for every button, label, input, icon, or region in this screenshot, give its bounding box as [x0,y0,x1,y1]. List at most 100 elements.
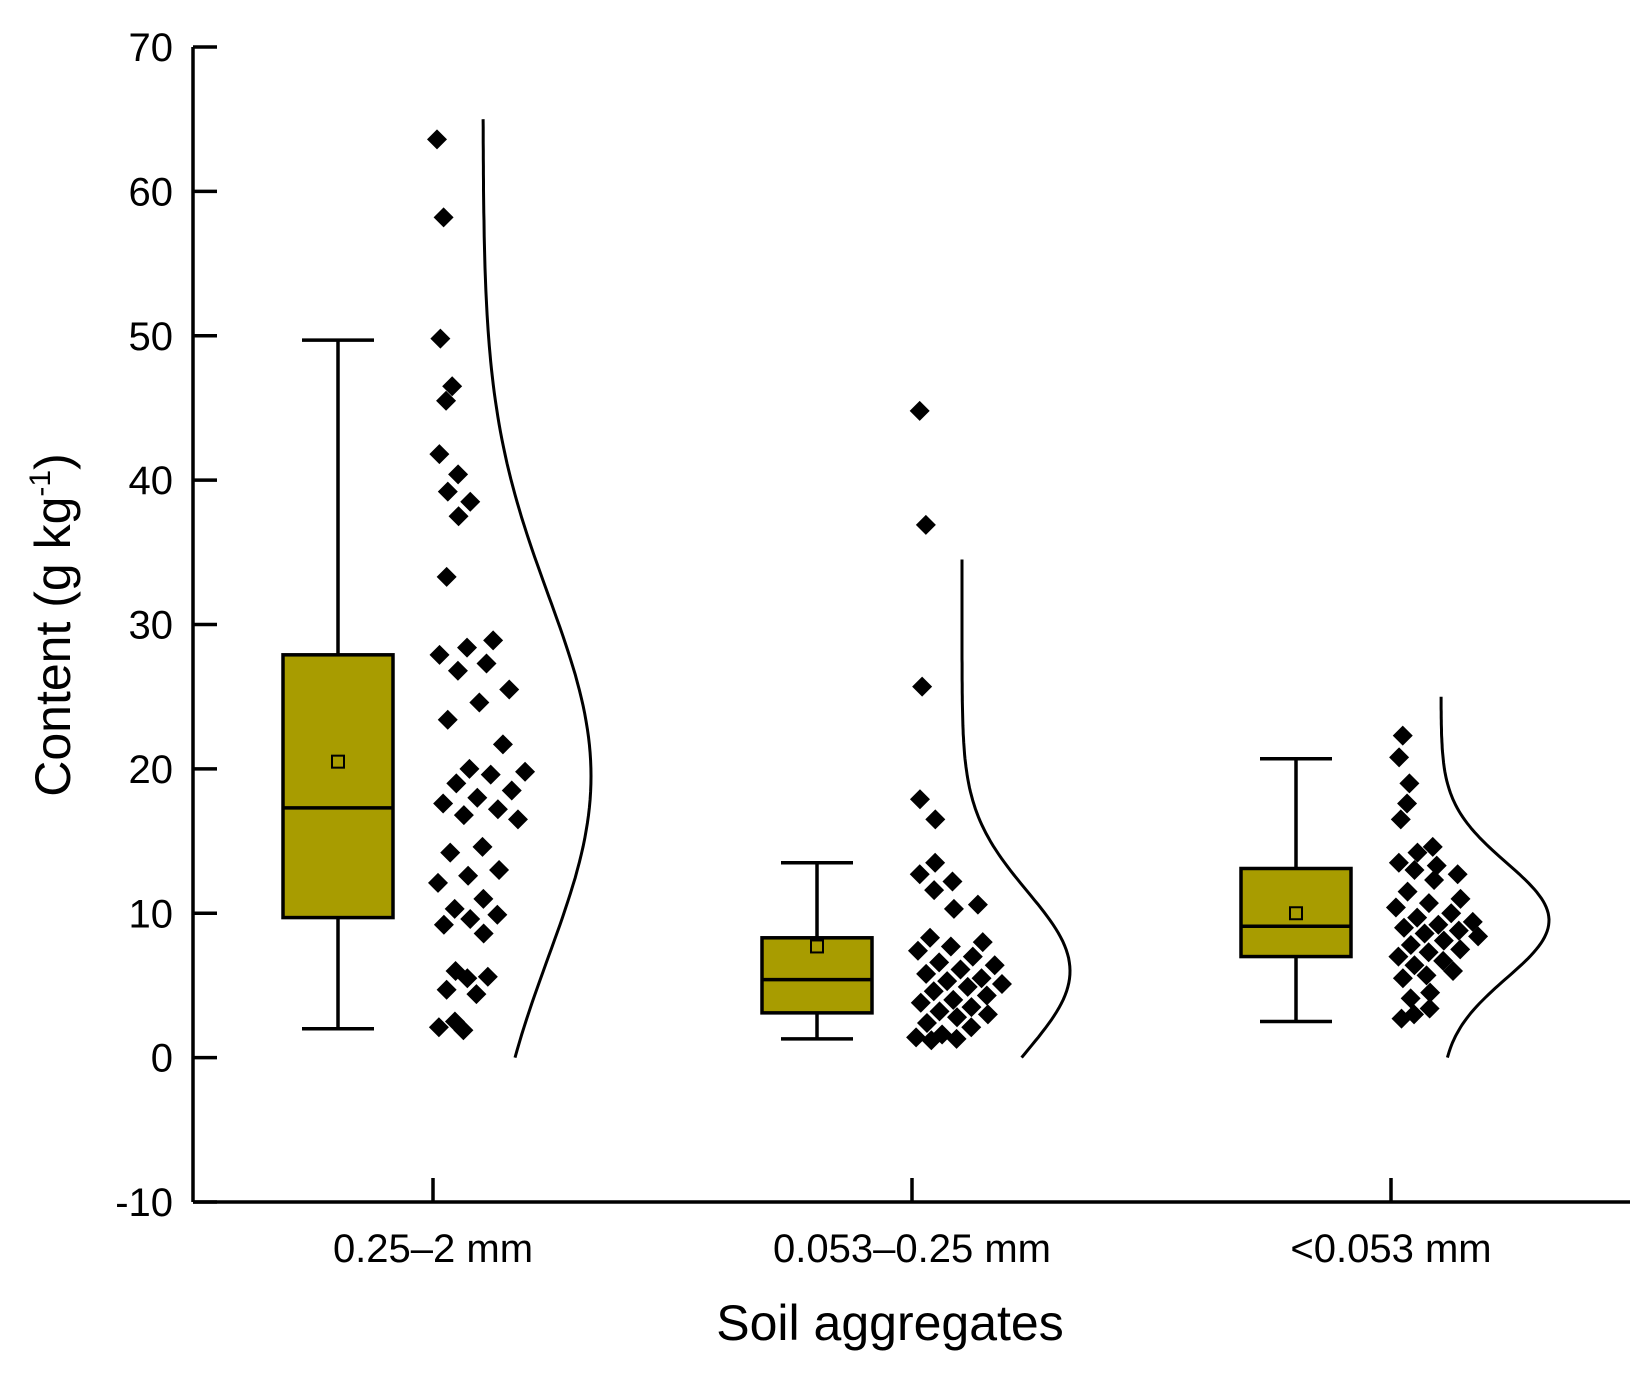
y-tick-label: 10 [129,892,174,936]
data-point [943,989,964,1010]
distribution-curve [1439,696,1551,1059]
data-point [1404,955,1425,976]
data-point [453,805,474,826]
data-points [906,400,1012,1051]
data-point [1433,930,1454,951]
x-ticks: 0.25–2 mm 0.053–0.25 mm <0.053 mm [333,1178,1492,1271]
data-point [458,865,479,886]
data-point [912,676,933,697]
group-2 [1239,696,1551,1059]
data-point [950,959,971,980]
data-point [967,894,988,915]
data-point [1443,961,1464,981]
data-point [957,976,978,997]
data-point [515,761,536,782]
data-point [437,481,458,502]
data-point [1400,988,1421,1009]
data-point [925,852,946,873]
data-point [1397,881,1418,902]
data-point [460,491,481,512]
data-point [1399,773,1420,794]
data-point [929,1001,950,1022]
data-point [466,984,487,1005]
data-point [937,971,958,992]
data-point [1428,914,1449,935]
data-point [436,979,457,1000]
data-point [476,653,497,674]
data-point [942,871,963,892]
iqr-box [281,653,395,920]
data-point [977,1004,998,1025]
data-point [961,1017,982,1038]
data-point [1391,1008,1412,1029]
data-point [457,637,478,658]
data-point [1419,998,1440,1019]
data-point [477,966,498,987]
data-point [1447,864,1468,885]
data-point [446,773,467,794]
data-point [507,809,528,830]
data-point [1397,793,1418,814]
data-point [947,1007,968,1028]
data-point [909,400,930,421]
data-point [924,880,945,901]
data-point [1414,923,1435,944]
y-tick-label: 30 [129,604,174,648]
data-point [1393,917,1414,938]
data-point [448,506,469,527]
data-point [1468,926,1489,947]
data-point [428,1017,449,1038]
data-point [991,973,1012,994]
box-groups [281,119,1551,1059]
data-point [433,793,454,814]
data-point [1418,942,1439,963]
distribution-curve [960,559,1072,1059]
y-tick-label: 60 [129,170,174,214]
data-point [448,464,469,485]
data-point [457,968,478,989]
data-point [433,207,454,228]
y-axis-title-end: ) [25,453,81,470]
y-tick-label: 20 [129,748,174,792]
data-point [1389,747,1410,768]
data-point [929,952,950,973]
data-point [1388,852,1409,873]
data-points [427,129,536,1041]
data-point [1433,950,1454,971]
data-point [440,842,461,863]
data-point [909,864,930,885]
data-point [489,859,510,880]
data-point [487,904,508,925]
data-point [1418,893,1439,914]
data-point [480,764,501,785]
data-point [469,692,490,713]
data-point [1426,855,1447,876]
data-point [442,376,463,397]
data-point [971,968,992,989]
data-point [429,444,450,465]
x-axis-title: Soil aggregates [716,1295,1063,1351]
data-point [1450,888,1471,909]
y-tick-label: 0 [151,1037,173,1081]
data-point [429,644,450,665]
data-point [459,758,480,779]
data-point [467,787,488,808]
data-point [473,888,494,909]
data-point [916,1012,937,1033]
y-tick-label: 50 [129,315,174,359]
data-point [972,932,993,953]
data-point [907,940,928,961]
x-tick-label: 0.053–0.25 mm [773,1227,1051,1271]
y-axis-title-sup: -1 [24,470,57,497]
data-point [492,734,513,755]
data-point [961,997,982,1018]
data-point [1392,725,1413,746]
data-point [427,129,447,150]
data-point [1400,935,1421,956]
y-tick-label: 70 [129,26,174,70]
data-point [453,1020,474,1041]
data-point [1420,982,1441,1003]
data-point [962,946,983,967]
distribution-curve [481,119,593,1059]
data-point [460,909,481,930]
